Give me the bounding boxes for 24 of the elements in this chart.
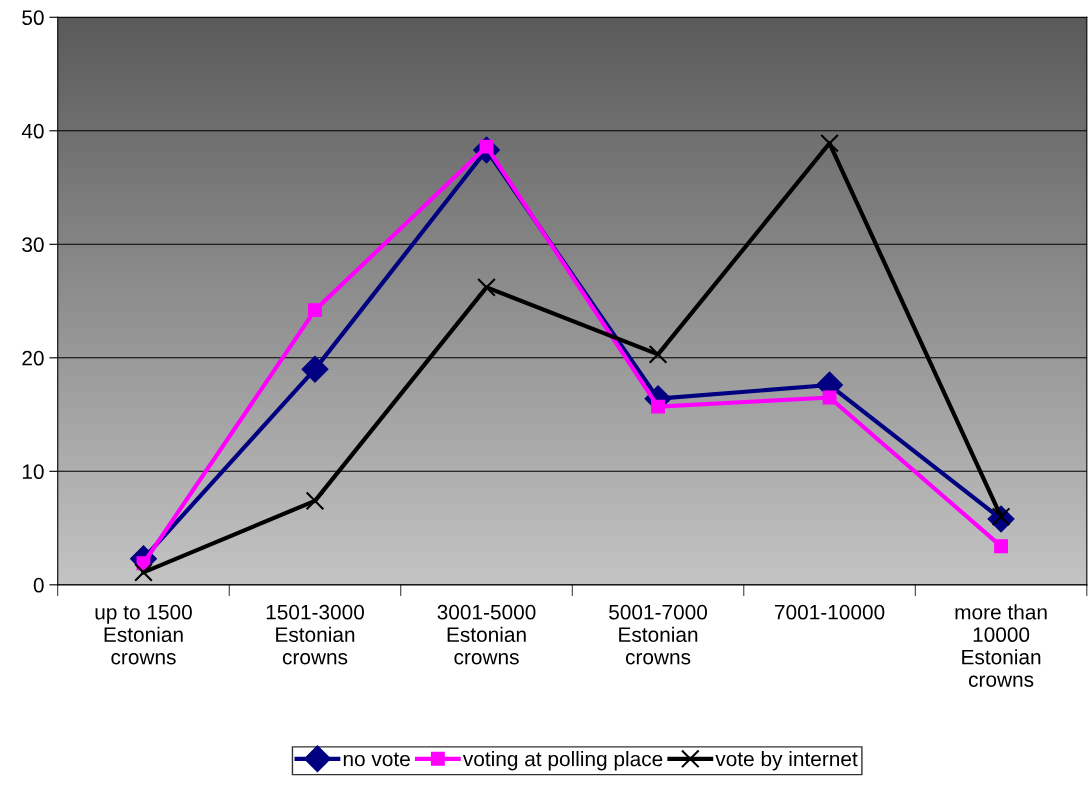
point	[308, 303, 322, 318]
y-tick-label: 30	[22, 237, 44, 253]
point	[820, 133, 839, 153]
y-tick-label: 0	[33, 577, 44, 593]
y-tick-label: 10	[22, 464, 44, 480]
x-tick-label: more than 10000 Estonian crowns	[955, 604, 1047, 687]
y-tick-label: 50	[22, 10, 44, 26]
x-tick-label: up to 1500 Estonian crowns	[95, 604, 192, 665]
x-tick-label: 1501-3000 Estonian crowns	[266, 604, 364, 665]
x-tick-label: 5001-7000 Estonian crowns	[609, 604, 708, 665]
point	[301, 355, 329, 383]
legend-label: no vote	[343, 752, 410, 767]
legend-label: vote by internet	[715, 751, 858, 771]
point	[651, 399, 665, 414]
y-tick-label: 20	[22, 350, 44, 366]
point	[134, 562, 153, 582]
point	[648, 345, 668, 364]
point	[994, 539, 1009, 554]
point	[477, 278, 496, 297]
point	[305, 491, 325, 511]
legend-label: voting at polling place	[462, 751, 663, 771]
x-tick-label: 7001-10000	[775, 604, 885, 620]
x-tick-label: 3001-5000 Estonian crowns	[437, 604, 536, 665]
y-tick-label: 40	[21, 123, 44, 139]
